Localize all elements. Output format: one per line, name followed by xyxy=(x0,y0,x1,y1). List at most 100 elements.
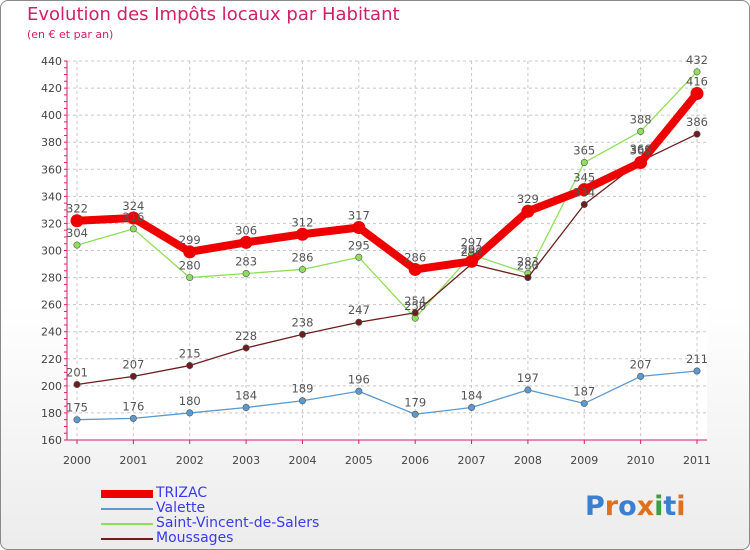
data-point-valette xyxy=(298,397,306,405)
data-point-saint-vincent-de-salers xyxy=(580,159,588,167)
x-tick-label: 2010 xyxy=(627,454,655,467)
chart-title: Evolution des Impôts locaux par Habitant xyxy=(27,4,400,25)
legend-swatch xyxy=(101,523,153,525)
data-label-valette: 184 xyxy=(235,389,257,403)
data-label-valette: 179 xyxy=(404,395,426,409)
data-label-trizac: 329 xyxy=(517,192,539,206)
legend-label: Moussages xyxy=(156,530,234,546)
data-point-trizac xyxy=(126,211,140,225)
series-line-moussages xyxy=(76,133,698,386)
series-line-trizac xyxy=(73,89,701,274)
data-point-trizac xyxy=(465,254,479,268)
data-label-moussages: 366 xyxy=(630,142,652,156)
data-point-moussages xyxy=(298,330,306,338)
y-tick-label: 380 xyxy=(41,136,62,149)
data-point-valette xyxy=(637,372,645,380)
data-point-moussages xyxy=(580,200,588,208)
logo-letter: x xyxy=(636,491,655,522)
data-label-trizac: 322 xyxy=(66,202,88,216)
x-tick-label: 2002 xyxy=(176,454,204,467)
y-tick-label: 220 xyxy=(41,353,62,366)
data-label-saint-vincent-de-salers: 283 xyxy=(235,255,257,269)
chart-subtitle: (en € et par an) xyxy=(27,28,114,41)
data-point-valette xyxy=(524,386,532,394)
data-label-moussages: 247 xyxy=(348,303,370,317)
data-label-valette: 176 xyxy=(122,399,144,413)
data-label-trizac: 312 xyxy=(291,215,313,229)
data-point-moussages xyxy=(186,362,194,370)
series-line-saint-vincent-de-salers xyxy=(76,71,698,319)
y-tick-label: 240 xyxy=(41,326,62,339)
data-point-moussages xyxy=(524,274,532,282)
y-tick-label: 420 xyxy=(41,82,62,95)
data-label-trizac: 416 xyxy=(686,74,708,88)
y-tick-label: 180 xyxy=(41,407,62,420)
data-label-moussages: 238 xyxy=(291,315,313,329)
axis-layer: 160 180 200 220 240 260 280 300 320 340 360 380 400 4… xyxy=(41,55,711,467)
data-label-moussages: 215 xyxy=(179,347,201,361)
data-point-trizac xyxy=(408,262,422,276)
data-point-trizac xyxy=(70,214,84,228)
data-point-valette xyxy=(580,399,588,407)
data-label-valette: 207 xyxy=(630,357,652,371)
data-label-layer: 322 324 299 306 312 317 286 292 329 345 365 416 175 1… xyxy=(66,53,708,415)
data-label-valette: 187 xyxy=(573,384,595,398)
y-tick-label: 400 xyxy=(41,109,62,122)
y-tick-label: 360 xyxy=(41,163,62,176)
data-point-trizac xyxy=(577,183,591,197)
data-point-valette xyxy=(129,414,137,422)
legend-swatch xyxy=(101,490,153,498)
x-tick-label: 2007 xyxy=(458,454,486,467)
data-label-moussages: 280 xyxy=(517,259,539,273)
data-point-moussages xyxy=(129,372,137,380)
legend-label: Saint-Vincent-de-Salers xyxy=(156,515,320,531)
data-point-saint-vincent-de-salers xyxy=(693,68,701,76)
y-tick-label: 280 xyxy=(41,272,62,285)
data-point-moussages xyxy=(355,318,363,326)
data-label-saint-vincent-de-salers: 297 xyxy=(461,236,483,250)
logo-letter: r xyxy=(604,491,619,522)
data-point-valette xyxy=(73,416,81,424)
data-point-valette xyxy=(242,404,250,412)
legend-swatch xyxy=(101,538,153,540)
data-point-valette xyxy=(355,387,363,395)
logo-letter: i xyxy=(654,491,664,522)
y-tick-label: 260 xyxy=(41,299,62,312)
data-point-trizac xyxy=(239,235,253,249)
data-label-moussages: 228 xyxy=(235,329,257,343)
data-label-moussages: 290 xyxy=(461,245,483,259)
data-point-saint-vincent-de-salers xyxy=(637,127,645,135)
data-label-trizac: 345 xyxy=(573,171,595,185)
data-label-saint-vincent-de-salers: 432 xyxy=(686,53,708,67)
data-label-valette: 180 xyxy=(179,394,201,408)
data-point-saint-vincent-de-salers xyxy=(73,241,81,249)
proxiti-logo: Proxiti xyxy=(585,491,686,522)
y-tick-label: 340 xyxy=(41,190,62,203)
data-point-saint-vincent-de-salers xyxy=(242,270,250,278)
y-tick-label: 160 xyxy=(41,434,62,447)
x-tick-label: 2005 xyxy=(345,454,373,467)
data-label-trizac: 299 xyxy=(179,233,201,247)
series-line-valette xyxy=(76,370,698,421)
data-label-trizac: 286 xyxy=(404,250,426,264)
y-tick-label: 300 xyxy=(41,245,62,258)
data-label-valette: 196 xyxy=(348,372,370,386)
data-point-saint-vincent-de-salers xyxy=(355,253,363,261)
x-tick-label: 2008 xyxy=(514,454,542,467)
x-tick-label: 2003 xyxy=(232,454,260,467)
y-tick-label: 440 xyxy=(41,55,62,68)
data-point-valette xyxy=(693,367,701,375)
data-point-saint-vincent-de-salers xyxy=(298,265,306,273)
grid-layer xyxy=(67,60,707,441)
data-label-trizac: 306 xyxy=(235,223,257,237)
data-point-saint-vincent-de-salers xyxy=(129,225,137,233)
data-point-trizac xyxy=(521,204,535,218)
data-label-trizac: 292 xyxy=(461,242,483,256)
x-tick-label: 2004 xyxy=(288,454,316,467)
data-label-moussages: 334 xyxy=(573,185,595,199)
data-label-moussages: 254 xyxy=(404,294,426,308)
data-label-valette: 189 xyxy=(291,382,313,396)
legend-swatch xyxy=(101,508,153,510)
legend-label: Valette xyxy=(156,500,206,516)
